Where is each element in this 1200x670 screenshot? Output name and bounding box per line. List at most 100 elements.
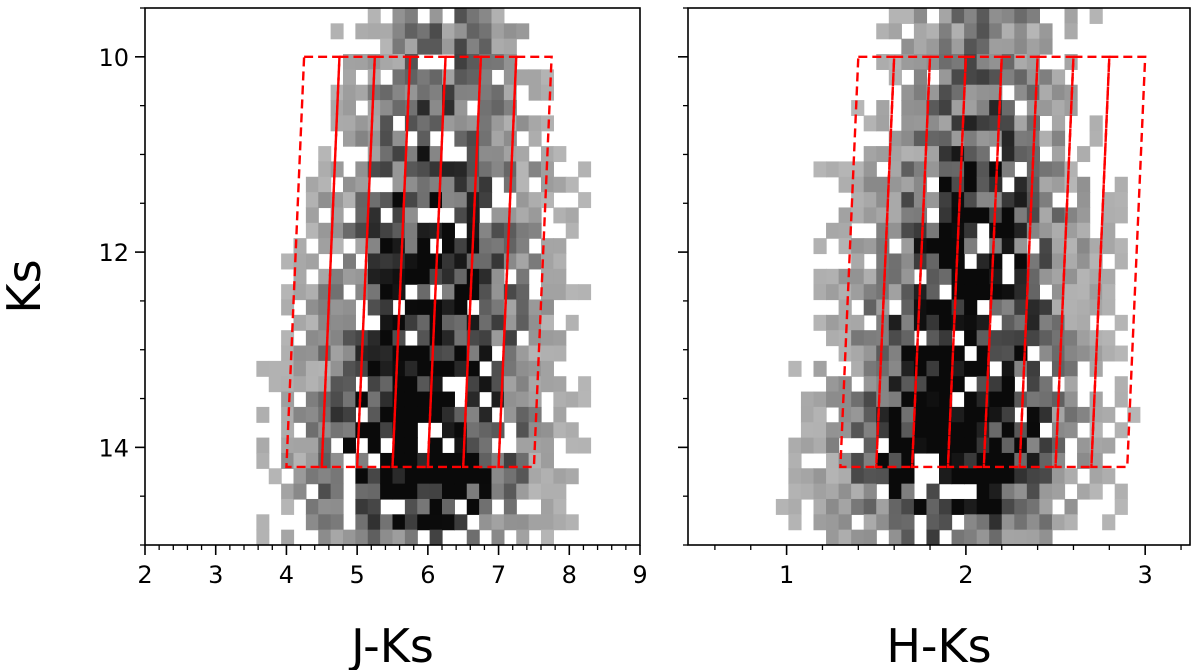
heatmap-cell (976, 146, 990, 163)
heatmap-cell (1051, 207, 1066, 224)
heatmap-cell (417, 130, 431, 147)
heatmap-cell (888, 314, 902, 331)
heatmap-cell (926, 360, 940, 377)
heatmap-cell (503, 360, 517, 377)
heatmap-cell (417, 391, 431, 408)
heatmap-cell (367, 115, 381, 132)
heatmap-cell (355, 23, 369, 40)
heatmap-cell (541, 360, 554, 377)
heatmap-cell (951, 23, 965, 40)
heatmap-cell (330, 498, 344, 515)
heatmap-cell (565, 422, 579, 439)
heatmap-cell (876, 238, 890, 255)
heatmap-cell (1001, 406, 1015, 423)
heatmap-cell (491, 38, 505, 55)
heatmap-cell (1026, 514, 1040, 531)
heatmap-cell (901, 360, 915, 377)
heatmap-cell (876, 100, 890, 116)
heatmap-cell (939, 69, 953, 86)
heatmap-cell (851, 468, 865, 485)
heatmap-cell (888, 452, 902, 469)
heatmap-cell (442, 391, 455, 408)
heatmap-cell (330, 422, 344, 439)
heatmap-cell (318, 161, 332, 178)
heatmap-cell (951, 345, 965, 362)
heatmap-cell (1026, 8, 1040, 24)
heatmap-cell (330, 314, 344, 331)
heatmap-cell (964, 452, 978, 469)
heatmap-cell (454, 192, 468, 209)
heatmap-cell (976, 176, 990, 193)
heatmap-cell (1014, 498, 1028, 515)
heatmap-cell (1014, 514, 1028, 531)
heatmap-cell (355, 514, 369, 531)
heatmap-cell (466, 391, 480, 408)
heatmap-cell (404, 299, 418, 316)
heatmap-cell (305, 192, 319, 209)
heatmap-cell (417, 253, 431, 270)
heatmap-cell (851, 529, 865, 545)
heatmap-cell (1026, 468, 1040, 485)
heatmap (775, 8, 1141, 545)
heatmap-cell (838, 207, 852, 224)
heatmap-cell (901, 253, 915, 270)
heatmap-cell (281, 452, 295, 469)
heatmap-cell (926, 483, 940, 500)
heatmap-cell (813, 498, 827, 515)
heatmap-cell (417, 161, 431, 178)
heatmap-cell (404, 437, 418, 454)
heatmap-cell (442, 468, 455, 485)
heatmap-cell (380, 422, 394, 439)
heatmap-cell (367, 23, 381, 40)
heatmap-cell (355, 84, 369, 101)
heatmap-cell (429, 483, 443, 500)
heatmap-cell (268, 376, 282, 393)
heatmap-cell (976, 23, 990, 40)
heatmap-cell (330, 391, 344, 408)
heatmap-cell (541, 84, 554, 101)
heatmap-cell (926, 192, 940, 209)
selection-box (391, 55, 447, 469)
heatmap-cell (1001, 23, 1015, 40)
heatmap-cell (976, 498, 990, 515)
heatmap (256, 8, 592, 545)
heatmap-cell (989, 483, 1003, 500)
heatmap-cell (516, 514, 530, 531)
heatmap-cell (404, 161, 418, 178)
x-tick-label: 8 (562, 561, 577, 589)
heatmap-cell (429, 468, 443, 485)
heatmap-cell (813, 314, 827, 331)
heatmap-cell (553, 284, 567, 301)
heatmap-cell (1064, 299, 1078, 316)
heatmap-cell (516, 161, 530, 178)
x-tick-label: 6 (420, 561, 435, 589)
heatmap-cell (256, 437, 270, 454)
heatmap-cell (343, 115, 356, 132)
heatmap-cell (1014, 468, 1028, 485)
x-tick-label: 9 (632, 561, 647, 589)
heatmap-cell (1077, 146, 1091, 163)
heatmap-cell (491, 100, 505, 116)
heatmap-cell (466, 345, 480, 362)
heatmap-cell (367, 284, 381, 301)
heatmap-cell (863, 192, 877, 209)
heatmap-cell (951, 84, 965, 101)
heatmap-cell (318, 360, 332, 377)
heatmap-cell (976, 529, 990, 545)
heatmap-cell (926, 422, 940, 439)
heatmap-cell (1026, 100, 1040, 116)
heatmap-cell (1051, 268, 1066, 285)
x-tick-label: 4 (279, 561, 294, 589)
heatmap-cell (429, 100, 443, 116)
heatmap-cell (1014, 253, 1028, 270)
heatmap-cell (1014, 192, 1028, 209)
heatmap-cell (343, 529, 356, 545)
heatmap-cell (851, 238, 865, 255)
heatmap-cell (281, 299, 295, 316)
heatmap-cell (1039, 452, 1053, 469)
heatmap-cell (800, 483, 815, 500)
heatmap-cell (343, 130, 356, 147)
heatmap-cell (976, 468, 990, 485)
heatmap-cell (429, 452, 443, 469)
heatmap-cell (343, 69, 356, 86)
